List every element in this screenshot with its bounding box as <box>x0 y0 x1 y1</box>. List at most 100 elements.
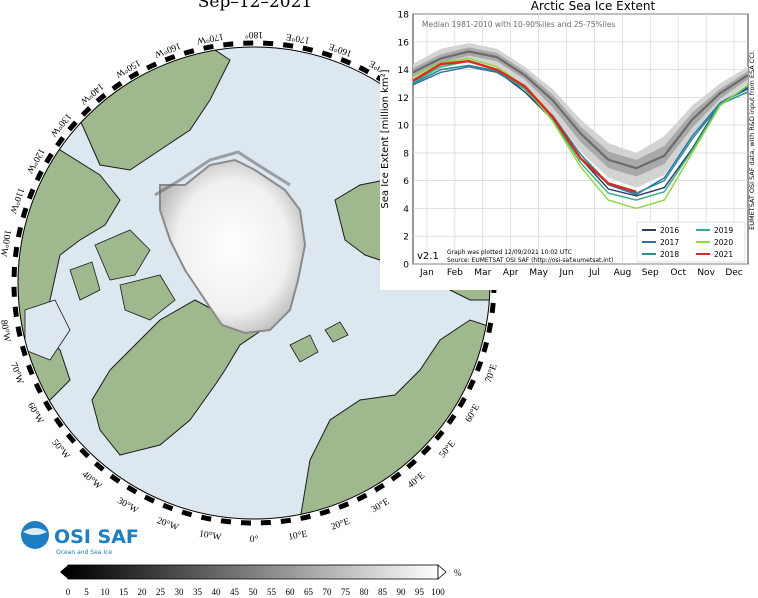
colorbar-tick-20: 20 <box>138 587 148 597</box>
colorbar-tick-5: 5 <box>84 587 89 597</box>
lon-label-0: 180° <box>245 29 263 40</box>
colorbar-tick-100: 100 <box>431 587 445 597</box>
greenland-landmass <box>91 299 264 456</box>
x-tick-Sep: Sep <box>642 268 659 278</box>
series-line-2020 <box>412 57 749 210</box>
x-tick-Aug: Aug <box>614 268 632 278</box>
lon-label-17: 60°W <box>25 401 46 426</box>
lon-label-1: 170°E <box>285 31 311 46</box>
logo-tagline: Ocean and Sea Ice <box>56 549 112 556</box>
median-line <box>412 50 749 170</box>
lon-label-14: 30°W <box>115 495 140 516</box>
lon-label-7: 40°E <box>405 470 427 491</box>
chart-title: Arctic Sea Ice Extent <box>531 0 656 13</box>
colorbar-tick-60: 60 <box>286 587 296 597</box>
chart-legend: 2016 2017 2018 2019 2020 2021 <box>636 221 746 263</box>
lon-label-18: 70°W <box>8 361 26 386</box>
version-label: v2.1 <box>417 251 439 262</box>
colorbar-tick-35: 35 <box>193 587 203 597</box>
y-tick-4: 8 <box>403 149 409 159</box>
y-tick-8: 16 <box>398 38 410 48</box>
colorbar-tick-10: 10 <box>101 587 111 597</box>
lon-label-23: 120°W <box>24 146 47 175</box>
lon-label-5: 60°E <box>463 402 482 424</box>
credit-note: EUMETSAT OSI SAF data, with R&D input fr… <box>748 50 756 230</box>
colorbar-tick-70: 70 <box>323 587 333 597</box>
y-axis-label: Sea Ice Extent [million km²] <box>380 69 391 208</box>
lon-label-16: 50°W <box>49 437 72 461</box>
extent-chart: Arctic Sea Ice Extent 0 2 4 6 8 10 12 14 16 18 Ja… <box>380 0 758 290</box>
x-tick-Jun: Jun <box>559 268 574 278</box>
colorbar-tick-30: 30 <box>175 587 185 597</box>
colorbar-tick-0: 0 <box>66 587 71 597</box>
svalbard-islands <box>289 321 349 363</box>
colorbar-tick-65: 65 <box>304 587 314 597</box>
x-tick-Feb: Feb <box>447 268 463 278</box>
x-tick-Mar: Mar <box>474 268 491 278</box>
band-25-75 <box>413 47 748 177</box>
y-tick-6: 12 <box>398 94 409 104</box>
lon-label-11: 0° <box>250 534 259 545</box>
lon-label-28: 170°W <box>196 31 225 47</box>
colorbar-tick-90: 90 <box>397 587 407 597</box>
legend-label-2021: 2021 <box>714 250 733 259</box>
x-tick-Jan: Jan <box>419 268 434 278</box>
lon-label-13: 20°W <box>155 515 180 533</box>
y-tick-1: 2 <box>403 233 409 243</box>
y-tick-5: 10 <box>398 122 410 132</box>
y-tick-7: 14 <box>398 66 410 76</box>
lon-label-6: 50°E <box>437 438 458 460</box>
lon-label-24: 130°W <box>48 111 74 139</box>
sea-ice-margin <box>154 150 291 197</box>
y-tick-2: 4 <box>403 205 409 215</box>
lon-label-10: 10°E <box>288 529 309 543</box>
series-line-2018 <box>412 64 749 194</box>
x-tick-Apr: Apr <box>503 268 519 278</box>
x-tick-May: May <box>529 268 548 278</box>
lon-label-12: 10°W <box>198 528 222 543</box>
x-tick-Dec: Dec <box>725 268 742 278</box>
lon-label-4: 70°E <box>483 362 500 384</box>
colorbar-tick-85: 85 <box>378 587 388 597</box>
x-tick-Nov: Nov <box>697 268 715 278</box>
y-tick-3: 6 <box>403 177 409 187</box>
lon-label-8: 30°E <box>369 496 391 515</box>
series-line-2021 <box>412 59 637 193</box>
ice-concentration-colorbar: 0 5 10 15 20 25 30 35 40 45 50 55 60 65 70 75 80 85 90 95 10… <box>60 564 462 597</box>
sea-ice-pack <box>159 158 307 335</box>
lon-label-15: 40°W <box>80 469 104 492</box>
colorbar-tick-55: 55 <box>267 587 277 597</box>
map-date-title: Sep–12–2021 <box>197 0 313 12</box>
lon-label-26: 150°W <box>113 57 142 80</box>
colorbar-unit: % <box>454 568 462 578</box>
colorbar-tick-25: 25 <box>156 587 166 597</box>
lon-label-19: 80°W <box>0 319 13 343</box>
legend-label-2020: 2020 <box>714 238 733 247</box>
colorbar-gradient <box>67 564 439 580</box>
colorbar-tick-50: 50 <box>249 587 259 597</box>
canadian-archipelago <box>69 229 176 321</box>
osi-saf-logo: OSI SAF Ocean and Sea Ice <box>21 521 139 556</box>
legend-label-2017: 2017 <box>660 238 679 247</box>
osi-saf-logo-wave <box>23 528 47 535</box>
y-tick-9: 18 <box>398 11 410 21</box>
median-description: Median 1981-2010 with 10-90%iles and 25-… <box>422 20 615 29</box>
legend-label-2018: 2018 <box>660 250 679 259</box>
colorbar-min-arrow <box>60 565 68 579</box>
colorbar-tick-40: 40 <box>212 587 222 597</box>
lon-label-21: 100°W <box>0 229 13 258</box>
lon-label-9: 20°E <box>329 516 351 533</box>
plotted-note: Graph was plotted 12/09/2021 10:02 UTC <box>447 249 572 256</box>
colorbar-tick-15: 15 <box>119 587 129 597</box>
legend-label-2016: 2016 <box>660 226 679 235</box>
colorbar-tick-95: 95 <box>415 587 425 597</box>
logo-name: OSI SAF <box>54 526 139 548</box>
x-tick-Oct: Oct <box>670 268 686 278</box>
colorbar-tick-80: 80 <box>360 587 370 597</box>
legend-label-2019: 2019 <box>714 226 733 235</box>
source-note: Source: EUMETSAT OSI SAF (http://osi-saf… <box>447 257 613 264</box>
colorbar-tick-45: 45 <box>230 587 240 597</box>
y-tick-0: 0 <box>403 261 409 271</box>
x-tick-Jul: Jul <box>588 268 600 278</box>
colorbar-max-arrow <box>437 564 447 580</box>
